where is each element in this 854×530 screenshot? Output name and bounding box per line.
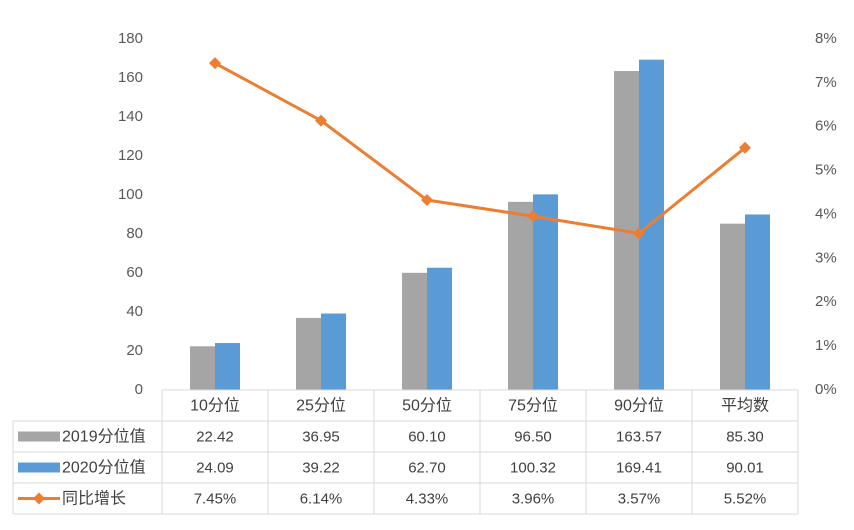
y-right-tick-label: 1% [815, 337, 837, 354]
legend-series-name: 2020分位值 [62, 459, 146, 477]
y-right-tick-label: 6% [815, 118, 837, 135]
data-label: 24.09 [196, 459, 234, 476]
y-right-tick-label: 7% [815, 74, 837, 91]
growth-marker [527, 210, 539, 223]
data-label: 85.30 [726, 428, 764, 445]
data-label: 36.95 [302, 428, 340, 445]
data-label: 3.57% [618, 490, 661, 507]
data-label: 6.14% [300, 490, 343, 507]
x-category-label: 75分位 [508, 397, 558, 415]
y-right-tick-label: 8% [815, 30, 837, 47]
y-left-tick-label: 40 [126, 303, 143, 320]
data-label: 5.52% [724, 490, 767, 507]
data-label: 7.45% [194, 490, 237, 507]
data-label: 96.50 [514, 428, 552, 445]
y-right-tick-label: 5% [815, 162, 837, 179]
growth-marker [633, 227, 645, 240]
y-left-tick-label: 140 [118, 108, 143, 125]
x-category-label: 50分位 [402, 397, 452, 415]
x-category-label: 90分位 [614, 397, 664, 415]
data-label: 169.41 [616, 459, 662, 476]
y-right-tick-label: 3% [815, 249, 837, 266]
data-label: 90.01 [726, 459, 764, 476]
data-label: 39.22 [302, 459, 340, 476]
y-left-tick-label: 100 [118, 186, 143, 203]
data-label: 22.42 [196, 428, 234, 445]
bar-series-2019 [402, 272, 427, 390]
y-left-tick-label: 180 [118, 30, 143, 47]
bar-series-2019 [296, 317, 321, 390]
data-label: 4.33% [406, 490, 449, 507]
y-left-tick-label: 0 [135, 381, 143, 398]
growth-marker [315, 114, 327, 127]
y-right-tick-label: 0% [815, 381, 837, 398]
growth-marker [421, 194, 433, 207]
legend-key-2019 [18, 431, 60, 442]
bar-series-2020 [427, 267, 452, 390]
legend-series-name: 同比增长 [62, 490, 126, 508]
growth-marker [209, 57, 221, 70]
y-right-tick-label: 4% [815, 205, 837, 222]
x-category-label: 10分位 [190, 397, 240, 415]
bar-series-2020 [321, 313, 346, 390]
x-category-label: 25分位 [296, 397, 346, 415]
bar-series-2020 [745, 214, 770, 390]
bar-series-2019 [720, 223, 745, 390]
bar-series-2020 [215, 343, 240, 390]
legend-key-2020 [18, 462, 60, 473]
y-right-tick-label: 2% [815, 293, 837, 310]
y-left-tick-label: 120 [118, 147, 143, 164]
data-label: 3.96% [512, 490, 555, 507]
data-label: 62.70 [408, 459, 446, 476]
y-left-tick-label: 20 [126, 342, 143, 359]
bar-series-2020 [533, 194, 558, 390]
legend-key-marker [33, 492, 45, 505]
y-left-tick-label: 80 [126, 225, 143, 242]
growth-marker [739, 141, 751, 154]
data-label: 60.10 [408, 428, 446, 445]
bar-series-2019 [190, 346, 215, 390]
growth-line [214, 61, 746, 235]
data-label: 163.57 [616, 428, 662, 445]
bar-series-2019 [508, 201, 533, 390]
y-left-tick-label: 60 [126, 264, 143, 281]
data-label: 100.32 [510, 459, 556, 476]
legend-series-name: 2019分位值 [62, 428, 146, 446]
y-left-tick-label: 160 [118, 69, 143, 86]
x-category-label: 平均数 [721, 397, 769, 415]
